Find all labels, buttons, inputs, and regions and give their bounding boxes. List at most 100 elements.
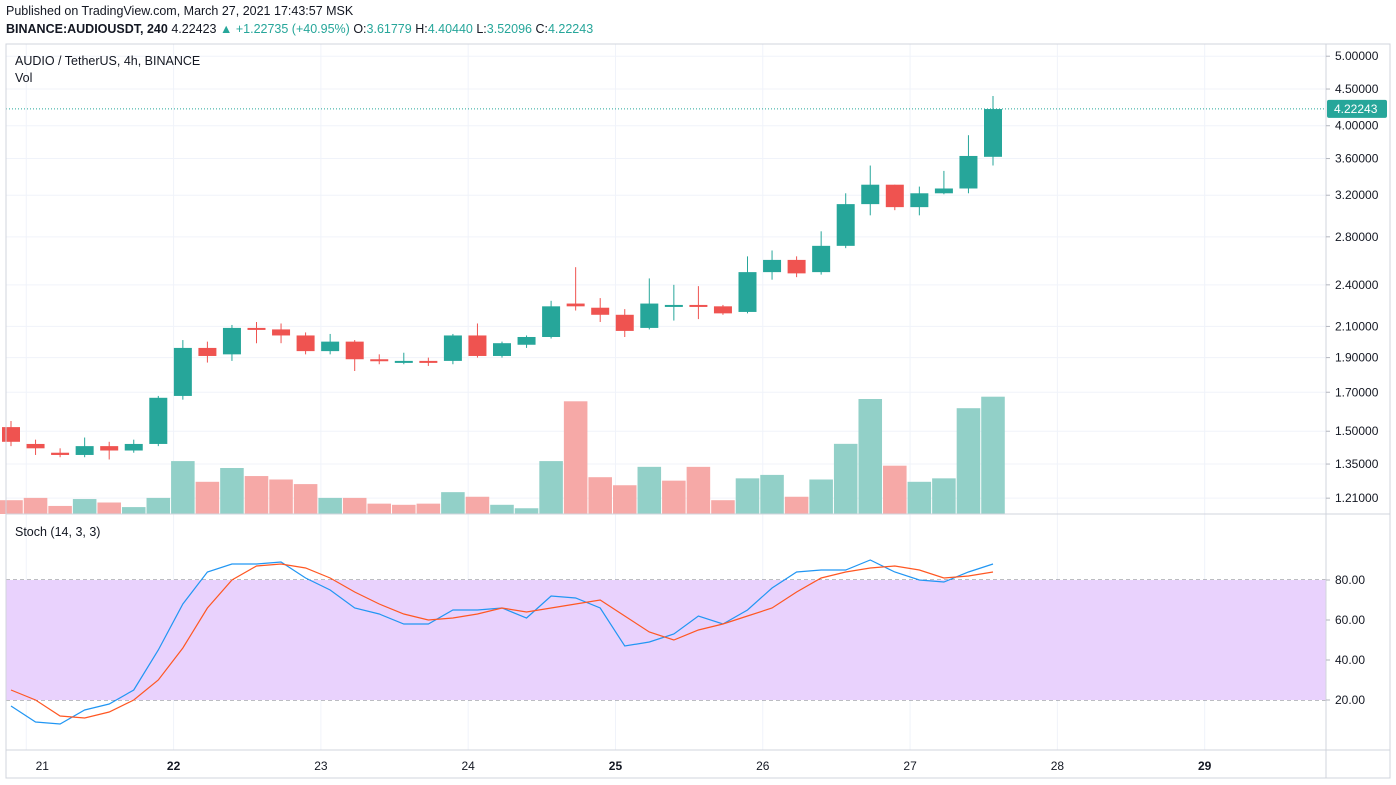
candle-body bbox=[75, 446, 94, 455]
candle-body bbox=[124, 443, 143, 451]
price-tick-label: 2.80000 bbox=[1335, 230, 1379, 244]
volume-bar bbox=[711, 500, 735, 514]
price-tick-label: 5.00000 bbox=[1335, 49, 1379, 63]
candle-body bbox=[959, 155, 978, 189]
candle-body bbox=[812, 245, 831, 273]
candle-body bbox=[100, 446, 119, 451]
price-tick-label: 1.90000 bbox=[1335, 351, 1379, 365]
volume-bar bbox=[932, 478, 956, 514]
candle-body bbox=[468, 335, 487, 356]
symbol-ohlc-bar: BINANCE:AUDIOUSDT, 240 4.22423 ▲ +1.2273… bbox=[6, 22, 593, 36]
candle-body bbox=[493, 343, 511, 356]
candle-body bbox=[51, 452, 70, 455]
volume-bar bbox=[858, 399, 883, 514]
stoch-tick-label: 80.00 bbox=[1335, 573, 1365, 587]
volume-bar bbox=[588, 477, 612, 514]
price-tick-label: 1.35000 bbox=[1335, 457, 1379, 471]
volume-bar bbox=[539, 461, 563, 514]
candle-body bbox=[419, 360, 438, 363]
published-note: Published on TradingView.com, March 27, … bbox=[6, 4, 354, 18]
volume-bar bbox=[342, 497, 367, 514]
candle-body bbox=[861, 184, 880, 205]
volume-bar bbox=[612, 485, 637, 514]
price-tick-label: 4.50000 bbox=[1335, 82, 1379, 96]
stoch-lines bbox=[10, 559, 994, 725]
candle-body bbox=[321, 341, 340, 352]
legend-title: AUDIO / TetherUS, 4h, BINANCE bbox=[15, 54, 200, 68]
candle-body bbox=[763, 259, 782, 273]
high-value: 4.40440 bbox=[427, 22, 473, 36]
time-tick-label: 24 bbox=[461, 759, 475, 773]
volume-bar bbox=[367, 503, 392, 514]
candle-body bbox=[591, 307, 610, 315]
legend-stoch: Stoch (14, 3, 3) bbox=[15, 525, 100, 539]
price-tick-label: 1.21000 bbox=[1335, 491, 1379, 505]
candle-body bbox=[787, 259, 806, 274]
volume-bar bbox=[760, 474, 784, 514]
candle-body bbox=[542, 306, 561, 337]
volume-bar bbox=[833, 443, 858, 514]
volume-bar bbox=[686, 466, 711, 514]
time-tick-label: 21 bbox=[36, 759, 50, 773]
volume-bar bbox=[441, 492, 465, 514]
time-tick-label: 27 bbox=[903, 759, 917, 773]
candle-body bbox=[664, 304, 683, 307]
last-price-label: 4.22243 bbox=[1334, 102, 1378, 116]
volume-bar bbox=[171, 461, 195, 514]
volume-bar bbox=[318, 497, 342, 514]
candle-body bbox=[26, 443, 45, 449]
volume-bar bbox=[48, 505, 72, 514]
stoch-tick-label: 40.00 bbox=[1335, 653, 1365, 667]
candle-body bbox=[910, 193, 929, 208]
chart-border bbox=[5, 43, 1391, 779]
volume-bar bbox=[416, 503, 441, 514]
stoch-d-line bbox=[10, 563, 994, 719]
candle-body bbox=[2, 427, 20, 442]
candle-body bbox=[934, 188, 953, 194]
candle-body bbox=[566, 303, 585, 307]
volume-bar bbox=[809, 479, 833, 514]
volume-bar bbox=[293, 484, 318, 514]
time-tick-label: 25 bbox=[609, 759, 623, 773]
last-price: 4.22423 bbox=[171, 22, 217, 36]
volume-bar bbox=[956, 408, 981, 514]
candle-body bbox=[689, 304, 708, 307]
volume-bar bbox=[392, 504, 416, 514]
close-label: C: bbox=[535, 22, 548, 36]
open-value: 3.61779 bbox=[366, 22, 412, 36]
stoch-tick-label: 20.00 bbox=[1335, 693, 1365, 707]
time-tick-label: 22 bbox=[167, 759, 181, 773]
volume-bar bbox=[0, 500, 23, 514]
volume-bar bbox=[23, 497, 48, 514]
volume-bar bbox=[981, 396, 1005, 514]
stoch-band bbox=[6, 580, 1326, 700]
candle-body bbox=[615, 314, 634, 331]
volume-bar bbox=[907, 481, 932, 514]
open-label: O: bbox=[353, 22, 367, 36]
volume-bar bbox=[735, 478, 760, 514]
price-tick-label: 3.20000 bbox=[1335, 188, 1379, 202]
volume-bar bbox=[514, 508, 539, 514]
time-tick-label: 29 bbox=[1198, 759, 1212, 773]
candle-body bbox=[885, 184, 904, 208]
price-tick-label: 4.00000 bbox=[1335, 119, 1379, 133]
price-tick-label: 1.50000 bbox=[1335, 424, 1379, 438]
price-tick-label: 3.60000 bbox=[1335, 152, 1379, 166]
volume-bar bbox=[97, 502, 121, 514]
volume-bar bbox=[72, 499, 97, 514]
candle-body bbox=[984, 109, 1002, 157]
candle-body bbox=[345, 341, 364, 360]
volume-bar bbox=[637, 466, 662, 514]
candle-body bbox=[394, 360, 413, 363]
candle-body bbox=[640, 303, 659, 328]
candle-body bbox=[272, 329, 291, 336]
low-value: 3.52096 bbox=[486, 22, 532, 36]
candle-body bbox=[517, 336, 536, 345]
candle-body bbox=[149, 397, 168, 444]
volume-bar bbox=[269, 479, 293, 514]
candle-body bbox=[738, 272, 757, 312]
time-tick-label: 26 bbox=[756, 759, 770, 773]
time-tick-label: 23 bbox=[314, 759, 328, 773]
volume-bar bbox=[465, 496, 490, 514]
